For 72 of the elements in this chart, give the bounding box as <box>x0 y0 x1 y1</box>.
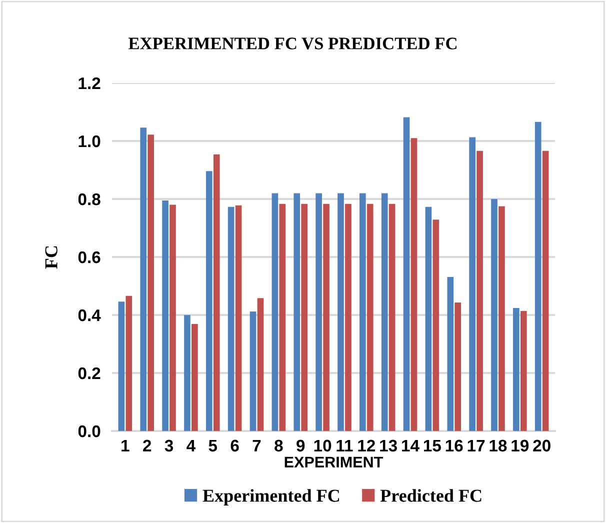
x-tick-label: 4 <box>186 440 196 452</box>
y-axis-title: FC <box>45 246 58 269</box>
bar <box>338 193 344 431</box>
bar <box>170 204 176 431</box>
legend-label: Experimented FC <box>202 489 340 506</box>
bar <box>228 206 234 431</box>
bar <box>184 315 190 431</box>
bar <box>345 204 352 431</box>
y-tick-label: 0.4 <box>78 309 101 322</box>
y-tick-label: 0.6 <box>78 251 100 264</box>
bar <box>126 296 132 431</box>
bar <box>140 128 147 431</box>
y-tick-label: 0.2 <box>78 367 100 380</box>
bar <box>118 302 125 431</box>
x-tick-label: 5 <box>208 440 218 452</box>
bar <box>491 199 498 431</box>
bar <box>279 204 286 431</box>
bar <box>206 171 212 431</box>
x-tick-label: 10 <box>314 440 332 452</box>
x-tick-label: 13 <box>380 440 397 452</box>
x-tick-label: 12 <box>358 440 375 452</box>
x-tick-label: 15 <box>424 440 441 452</box>
x-tick-label: 8 <box>274 440 283 452</box>
bar <box>388 204 396 431</box>
bar <box>542 150 549 431</box>
x-tick-label: 20 <box>533 440 550 452</box>
y-tick-label: 1.0 <box>78 135 100 148</box>
bar <box>403 117 410 431</box>
bar <box>454 302 462 431</box>
bar <box>469 137 476 431</box>
bar <box>447 277 454 431</box>
bar <box>323 204 330 431</box>
bar <box>301 204 308 431</box>
y-tick-label: 0.8 <box>78 193 100 206</box>
y-tick-label: 0.0 <box>78 425 100 438</box>
bar <box>162 200 168 431</box>
x-tick-label: 16 <box>446 440 463 452</box>
x-tick-label: 14 <box>402 440 420 452</box>
bar <box>476 150 483 431</box>
x-tick-label: 7 <box>252 440 261 452</box>
y-tick-label: 1.2 <box>78 77 100 90</box>
x-tick-label: 3 <box>164 440 174 452</box>
x-tick-label: 18 <box>490 440 507 452</box>
x-tick-label: 1 <box>122 440 130 452</box>
bar <box>257 298 264 431</box>
x-tick-label: 2 <box>143 440 152 452</box>
bar <box>381 193 388 431</box>
bar <box>294 193 300 431</box>
x-tick-label: 9 <box>296 440 305 452</box>
bar <box>192 324 198 431</box>
bar <box>235 205 242 431</box>
legend-label: Predicted FC <box>380 489 482 502</box>
x-tick-label: 6 <box>230 440 239 452</box>
bar <box>272 193 278 431</box>
bar <box>432 220 440 431</box>
bar <box>498 206 505 431</box>
x-tick-label: 17 <box>468 440 485 452</box>
bar <box>360 193 366 431</box>
bar <box>366 204 374 431</box>
bar <box>250 312 256 431</box>
bar <box>148 134 154 431</box>
bar <box>513 308 520 431</box>
x-tick-label: 11 <box>336 440 353 452</box>
bar <box>534 122 542 431</box>
bar <box>213 154 220 431</box>
bar <box>410 138 418 431</box>
x-tick-label: 19 <box>512 440 529 452</box>
bar <box>316 193 322 431</box>
x-axis-title: EXPERIMENT <box>284 456 383 468</box>
chart-title: EXPERIMENTED FC VS PREDICTED FC <box>128 38 456 50</box>
bar <box>425 206 432 431</box>
bar <box>520 310 527 431</box>
